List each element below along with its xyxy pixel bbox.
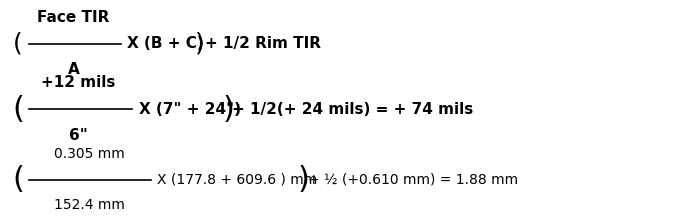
Text: + ½ (+0.610 mm) = 1.88 mm: + ½ (+0.610 mm) = 1.88 mm xyxy=(308,173,518,187)
Text: 0.305 mm: 0.305 mm xyxy=(54,147,125,161)
Text: + 1/2 Rim TIR: + 1/2 Rim TIR xyxy=(205,36,321,51)
Text: 152.4 mm: 152.4 mm xyxy=(54,198,125,212)
Text: (: ( xyxy=(13,32,22,56)
Text: +12 mils: +12 mils xyxy=(41,75,116,90)
Text: (: ( xyxy=(13,94,25,124)
Text: + 1/2(+ 24 mils) = + 74 mils: + 1/2(+ 24 mils) = + 74 mils xyxy=(232,102,474,116)
Text: X (B + C): X (B + C) xyxy=(127,36,204,51)
Text: 6": 6" xyxy=(69,128,88,143)
Text: Face TIR: Face TIR xyxy=(37,10,110,25)
Text: ): ) xyxy=(223,94,234,124)
Text: ): ) xyxy=(195,32,204,56)
Text: X (177.8 + 609.6 ) mm: X (177.8 + 609.6 ) mm xyxy=(157,173,317,187)
Text: (: ( xyxy=(13,165,25,194)
Text: X (7" + 24"): X (7" + 24") xyxy=(139,102,241,116)
Text: ): ) xyxy=(298,165,309,194)
Text: A: A xyxy=(68,62,79,77)
